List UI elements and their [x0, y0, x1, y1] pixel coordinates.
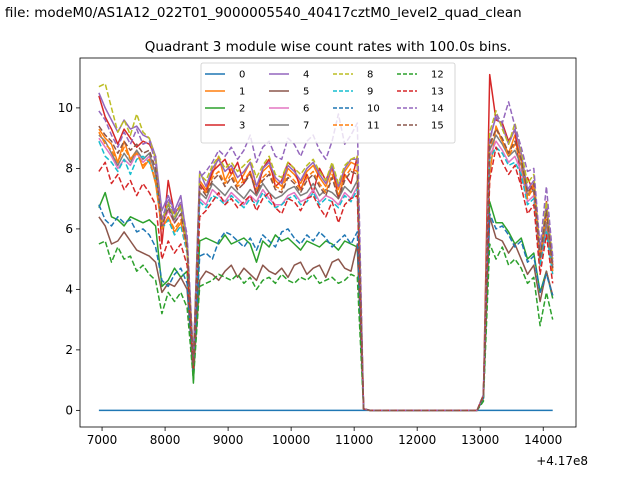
legend-label-4: 4	[303, 70, 309, 81]
x-tick-label: 12000	[398, 433, 436, 447]
y-tick-label: 10	[58, 101, 73, 115]
x-offset-text: +4.17e8	[536, 454, 588, 468]
legend-label-14: 14	[431, 104, 444, 115]
x-axis: 7000 8000 9000 10000 11000 12000 13000 14000	[87, 427, 562, 447]
series-line-14	[98, 101, 554, 412]
legend-label-15: 15	[431, 121, 444, 132]
legend-label-1: 1	[239, 87, 245, 98]
legend-label-0: 0	[239, 70, 245, 81]
series-line-13	[98, 146, 554, 412]
legend-label-7: 7	[303, 121, 309, 132]
y-tick-label: 6	[65, 222, 73, 236]
legend-label-11: 11	[367, 121, 380, 132]
x-tick-label: 8000	[150, 433, 181, 447]
y-tick-label: 2	[65, 343, 73, 357]
legend-label-12: 12	[431, 70, 444, 81]
legend-label-9: 9	[367, 87, 373, 98]
x-tick-label: 13000	[461, 433, 499, 447]
series-layer	[98, 73, 554, 412]
x-tick-label: 14000	[524, 433, 562, 447]
x-tick-label: 10000	[272, 433, 310, 447]
y-tick-label: 8	[65, 161, 73, 175]
x-tick-label: 9000	[213, 433, 244, 447]
axes-frame	[79, 57, 577, 428]
legend-label-6: 6	[303, 104, 309, 115]
y-axis: 0 2 4 6 8 10	[58, 101, 80, 417]
legend-frame	[200, 62, 456, 144]
legend-label-2: 2	[239, 104, 245, 115]
legend-label-10: 10	[367, 104, 380, 115]
chart-title: Quadrant 3 module wise count rates with …	[145, 39, 511, 55]
legend-label-3: 3	[239, 121, 245, 132]
figure-suptitle: n file: modeM0/AS1A12_022T01_9000005540_…	[0, 5, 522, 21]
x-tick-label: 7000	[87, 433, 118, 447]
legend-label-8: 8	[367, 70, 373, 81]
x-tick-label: 11000	[335, 433, 373, 447]
y-tick-label: 4	[65, 282, 73, 296]
series-line-15	[98, 125, 554, 412]
y-tick-label: 0	[65, 403, 73, 417]
legend-label-13: 13	[431, 87, 444, 98]
legend-label-5: 5	[303, 87, 309, 98]
